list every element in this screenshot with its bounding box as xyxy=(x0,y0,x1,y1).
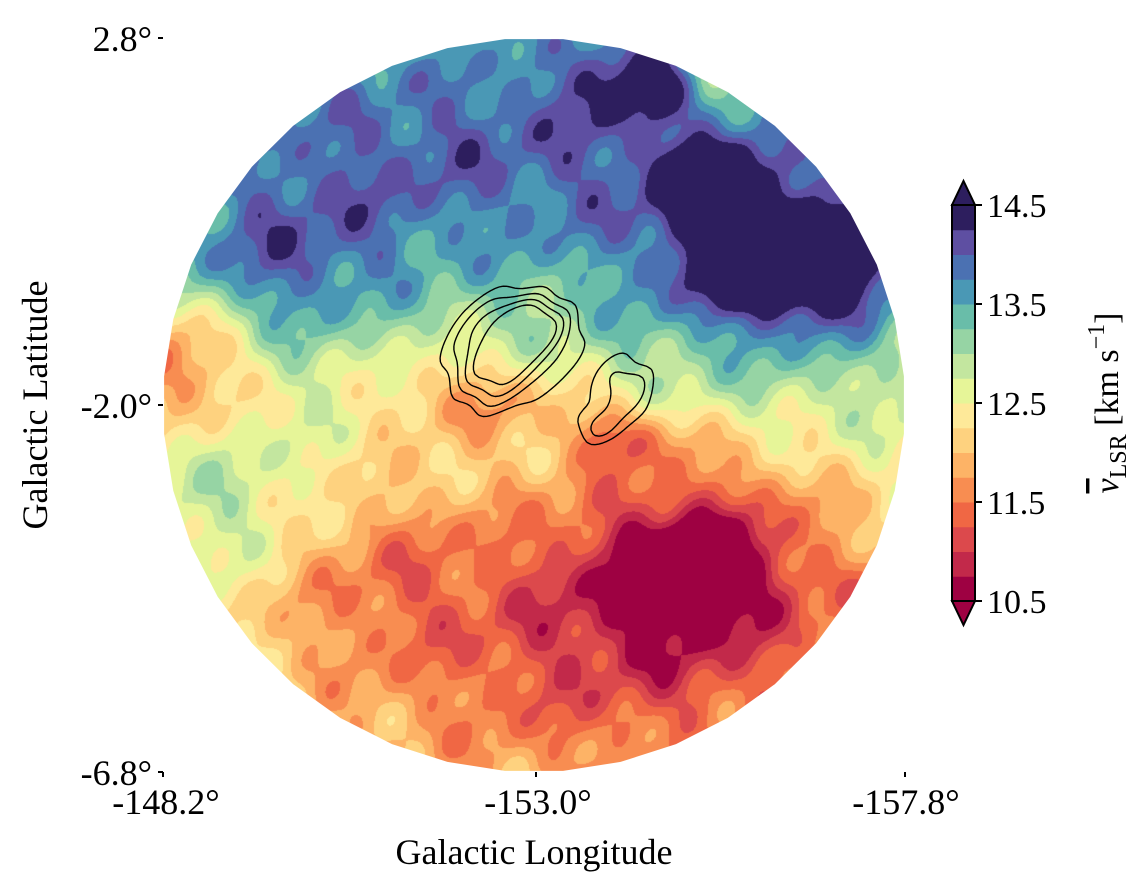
colorbar-segment xyxy=(952,353,975,379)
colorbar-title: vLSR [km s−1] xyxy=(1084,313,1132,494)
colorbar-extend-top xyxy=(950,178,977,206)
colorbar-segment xyxy=(952,427,975,453)
x-axis: -148.2° -153.0° -157.8° Galactic Longitu… xyxy=(112,772,960,872)
colorbar-segment xyxy=(952,452,975,478)
colorbar-segment xyxy=(952,576,975,602)
y-axis: 2.8° -2.0° -6.8° Galactic Latitude xyxy=(15,19,163,793)
intensity-contours xyxy=(439,285,655,446)
colorbar-tick-label: 10.5 xyxy=(987,584,1047,621)
colorbar-segment xyxy=(952,502,975,528)
colorbar: 10.5 11.5 12.5 13.5 14.5 vLSR [km s−1] xyxy=(950,178,1132,628)
colorbar-title-close: ] xyxy=(1089,313,1126,324)
colorbar-segment xyxy=(952,403,975,429)
contour-level-2 xyxy=(464,298,565,398)
colorbar-tick-label: 12.5 xyxy=(987,386,1047,423)
contour-level-3 xyxy=(472,304,558,386)
colorbar-title-main: v xyxy=(1089,477,1126,493)
colorbar-segment xyxy=(952,526,975,552)
colorbar-segment xyxy=(952,328,975,354)
colorbar-segment xyxy=(952,229,975,255)
colorbar-segment xyxy=(952,477,975,503)
colorbar-ticks: 10.5 11.5 12.5 13.5 14.5 xyxy=(975,188,1047,621)
colorbar-segment xyxy=(952,254,975,280)
colorbar-tick-label: 14.5 xyxy=(987,188,1047,225)
y-tick-label-mid: -2.0° xyxy=(81,386,152,426)
colorbar-segment xyxy=(952,205,975,231)
colorbar-title-sub: LSR xyxy=(1106,434,1132,478)
y-axis-title: Galactic Latitude xyxy=(15,281,55,530)
colorbar-extend-bottom xyxy=(950,600,977,628)
x-tick-label-left: -148.2° xyxy=(112,782,219,822)
velocity-map-raster xyxy=(164,39,904,771)
colorbar-segment xyxy=(952,551,975,577)
colorbar-title-exp: −1 xyxy=(1084,324,1110,350)
y-tick-label-top: 2.8° xyxy=(93,19,152,59)
x-axis-title: Galactic Longitude xyxy=(396,832,673,872)
colorbar-tick-label: 13.5 xyxy=(987,287,1047,324)
colorbar-segment xyxy=(952,304,975,330)
y-tick-label-bottom: -6.8° xyxy=(81,753,152,793)
velocity-map xyxy=(164,39,904,771)
colorbar-title-units: [km s xyxy=(1089,349,1126,434)
contour-level-0 xyxy=(439,285,655,446)
x-tick-label-right: -157.8° xyxy=(852,782,959,822)
contour-level-1 xyxy=(453,292,646,437)
colorbar-segment xyxy=(952,279,975,305)
colorbar-segments xyxy=(952,205,975,602)
colorbar-segment xyxy=(952,378,975,404)
colorbar-tick-label: 11.5 xyxy=(987,485,1045,522)
x-tick-label-mid: -153.0° xyxy=(484,782,591,822)
